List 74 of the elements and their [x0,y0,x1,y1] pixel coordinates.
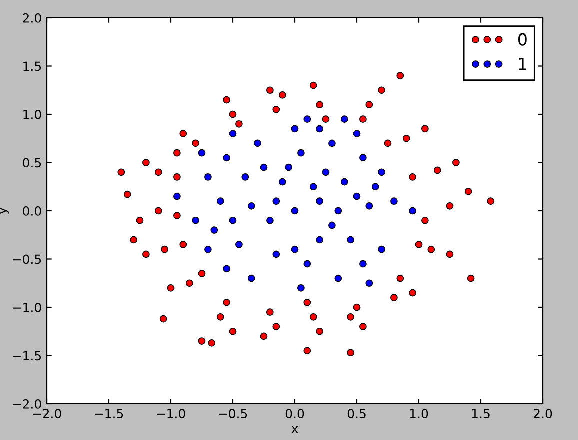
point [378,168,386,176]
point [242,174,250,181]
point [272,250,280,258]
point [304,260,312,268]
point [353,130,361,138]
point [266,216,274,224]
y-tick-label: 1.0 [24,110,42,120]
x-tick-label: 1.0 [410,409,428,419]
y-tick-label: 2.0 [23,13,42,23]
point [298,284,305,292]
point [347,236,354,244]
point [248,274,256,282]
point [229,216,237,224]
y-axis-title: y [0,208,10,214]
point [372,183,380,191]
point [198,149,206,157]
point [260,164,268,172]
point [409,207,416,215]
x-tick-label: −2.0 [33,409,62,419]
point [353,192,361,200]
point [298,149,305,157]
y-tick-label: −1.5 [13,351,42,361]
point [304,116,312,123]
point [248,202,256,210]
point [340,116,348,123]
point [210,226,218,234]
x-tick-label: −0.5 [219,409,248,419]
point [340,178,348,186]
x-axis-title: x [292,426,298,434]
point [229,130,237,138]
point [223,154,230,162]
x-tick-label: 0.5 [348,409,366,419]
point [291,207,299,215]
point [366,202,374,210]
y-tick-label: 1.5 [24,62,42,72]
point [316,236,324,244]
point [310,183,318,191]
point [328,222,336,230]
point [216,198,224,206]
point [254,140,262,148]
y-tick-label: 0.0 [23,206,42,216]
point [291,246,299,254]
point [204,246,212,254]
legend-label: 0 [518,33,527,46]
point [378,246,386,254]
point [328,140,336,148]
point [334,274,342,282]
point [204,174,212,181]
x-tick-label: 1.5 [472,409,490,419]
y-tick-label: −2.0 [13,399,42,409]
y-tick-label: −1.0 [13,302,42,312]
x-tick-label: 0.0 [286,409,304,419]
point [322,168,330,176]
point [316,198,324,206]
point [236,241,243,248]
point [334,207,342,215]
point [278,178,286,186]
point [192,216,200,224]
point [285,164,292,172]
point [390,198,398,206]
point [360,260,367,268]
x-tick-label: −1.0 [157,409,186,419]
x-tick-label: 2.0 [534,409,552,419]
point [360,154,367,162]
x-tick-label: −1.5 [95,409,124,419]
y-tick-label: −0.5 [13,254,42,264]
point [174,192,181,200]
y-tick-label: 0.5 [23,158,42,168]
point [223,265,230,273]
legend-label: 1 [519,58,526,70]
point [272,198,280,206]
point [291,125,299,133]
point [366,280,374,288]
point [316,125,324,133]
